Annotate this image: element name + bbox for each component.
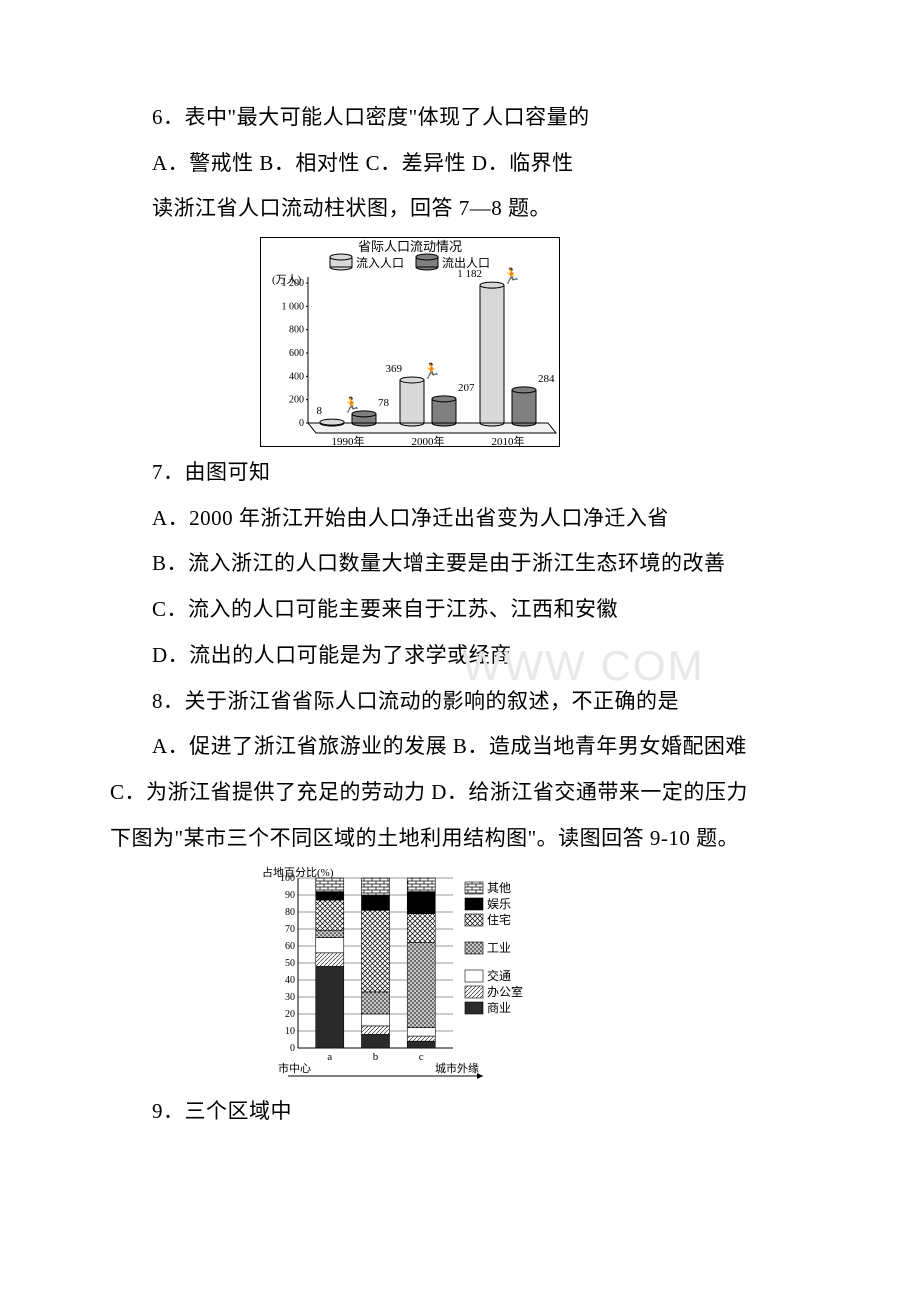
svg-text:流入人口: 流入人口 [356, 256, 404, 270]
svg-text:城市外缘: 城市外缘 [435, 1061, 479, 1075]
svg-text:70: 70 [285, 924, 295, 935]
svg-text:占地百分比(%): 占地百分比(%) [262, 866, 334, 879]
q7-stem: 7．由图可知 [110, 455, 810, 491]
svg-text:工业: 工业 [487, 941, 511, 955]
svg-text:800: 800 [289, 325, 304, 336]
svg-text:2010年: 2010年 [492, 434, 525, 447]
q7-c: C．流入的人口可能主要来自于江苏、江西和安徽 [110, 592, 810, 628]
watermark: WWW COM [420, 630, 705, 701]
svg-text:娱乐: 娱乐 [487, 897, 511, 911]
chart1-svg: 省际人口流动情况流入人口流出人口(万人)02004006008001 0001 … [260, 237, 560, 447]
svg-text:0: 0 [299, 418, 304, 429]
svg-text:商业: 商业 [487, 1000, 511, 1015]
chart-population-flow: 省际人口流动情况流入人口流出人口(万人)02004006008001 0001 … [260, 237, 810, 447]
q6-opts: A．警戒性 B．相对性 C．差异性 D．临界性 [110, 146, 810, 182]
svg-text:🏃: 🏃 [422, 362, 441, 380]
svg-text:a: a [327, 1051, 332, 1063]
svg-text:100: 100 [280, 873, 295, 884]
svg-text:1 200: 1 200 [282, 278, 305, 289]
svg-text:办公室: 办公室 [487, 984, 523, 999]
intro-9-10: 下图为"某市三个不同区域的土地利用结构图"。读图回答 9-10 题。 [110, 821, 810, 857]
svg-text:284: 284 [538, 373, 555, 385]
q8-a: A．促进了浙江省旅游业的发展 B．造成当地青年男女婚配困难 [110, 729, 810, 765]
chart-land-use: 占地百分比(%) 0 10 20 30 40 50 60 70 80 90 100 a b c 市中心 城市外缘… [260, 866, 810, 1086]
q7-b: B．流入浙江的人口数量大增主要是由于浙江生态环境的改善 [110, 546, 810, 582]
svg-text:🏃: 🏃 [342, 396, 361, 414]
svg-text:400: 400 [289, 371, 304, 382]
svg-text:20: 20 [285, 1009, 295, 1020]
svg-text:80: 80 [285, 907, 295, 918]
svg-text:30: 30 [285, 992, 295, 1003]
svg-text:省际人口流动情况: 省际人口流动情况 [358, 239, 462, 254]
svg-text:78: 78 [378, 397, 390, 409]
svg-text:10: 10 [285, 1026, 295, 1037]
svg-text:其他: 其他 [487, 881, 511, 895]
svg-text:0: 0 [290, 1043, 295, 1054]
svg-text:40: 40 [285, 975, 295, 986]
svg-text:50: 50 [285, 958, 295, 969]
svg-text:住宅: 住宅 [487, 912, 511, 927]
svg-text:b: b [373, 1051, 379, 1063]
svg-text:200: 200 [289, 395, 304, 406]
q7-a: A．2000 年浙江开始由人口净迁出省变为人口净迁入省 [110, 501, 810, 537]
svg-text:1 000: 1 000 [282, 301, 305, 312]
svg-text:1 182: 1 182 [457, 268, 482, 280]
q8-c: C．为浙江省提供了充足的劳动力 D．给浙江省交通带来一定的压力 [110, 775, 810, 811]
svg-text:369: 369 [386, 363, 403, 375]
svg-text:207: 207 [458, 382, 475, 394]
svg-text:600: 600 [289, 348, 304, 359]
svg-text:90: 90 [285, 890, 295, 901]
intro-7-8: 读浙江省人口流动柱状图，回答 7—8 题。 [110, 191, 810, 227]
svg-text:60: 60 [285, 941, 295, 952]
svg-text:8: 8 [317, 405, 323, 417]
svg-text:c: c [419, 1051, 424, 1063]
chart2-svg: 占地百分比(%) 0 10 20 30 40 50 60 70 80 90 100 a b c 市中心 城市外缘… [260, 866, 550, 1086]
svg-text:2000年: 2000年 [412, 434, 445, 447]
q7-d-wrap: D．流出的人口可能是为了求学或经商 WWW COM [110, 638, 810, 674]
svg-text:市中心: 市中心 [278, 1061, 311, 1075]
svg-text:1990年: 1990年 [332, 434, 365, 447]
q6-text: 6．表中"最大可能人口密度"体现了人口容量的 [110, 100, 810, 136]
svg-text:🏃: 🏃 [502, 267, 521, 285]
svg-text:交通: 交通 [487, 968, 511, 983]
q9-stem: 9．三个区域中 [110, 1094, 810, 1130]
